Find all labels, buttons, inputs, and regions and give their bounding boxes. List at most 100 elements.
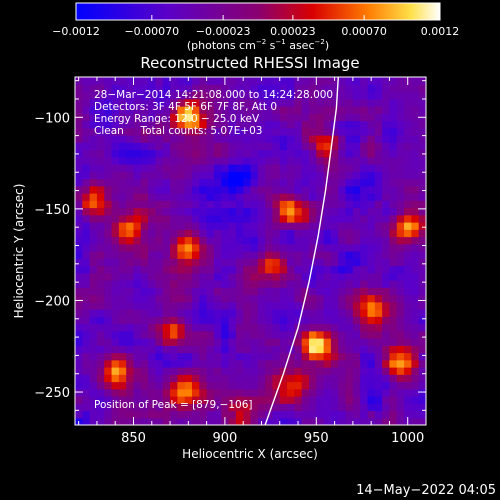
heatmap-cell xyxy=(111,316,120,325)
heatmap-cell xyxy=(367,352,376,361)
heatmap-cell xyxy=(316,135,325,143)
heatmap-cell xyxy=(287,272,295,281)
heatmap-cell xyxy=(287,156,295,165)
heatmap-cell xyxy=(294,403,303,412)
heatmap-cell xyxy=(148,316,157,325)
heatmap-cell xyxy=(323,316,332,325)
heatmap-cell xyxy=(118,258,127,267)
heatmap-cell xyxy=(411,323,420,332)
heatmap-cell xyxy=(382,84,391,93)
heatmap-cell xyxy=(243,222,252,230)
heatmap-cell xyxy=(382,410,391,419)
heatmap-cell xyxy=(382,367,391,375)
heatmap-cell xyxy=(75,185,83,194)
heatmap-cell xyxy=(367,301,376,310)
heatmap-cell xyxy=(382,403,391,412)
heatmap-cell xyxy=(396,403,405,412)
heatmap-cell xyxy=(206,330,215,339)
heatmap-cell xyxy=(360,171,369,180)
heatmap-cell xyxy=(294,236,303,245)
heatmap-cell xyxy=(89,127,98,136)
heatmap-cell xyxy=(330,345,339,354)
heatmap-cell xyxy=(360,265,369,274)
heatmap-cell xyxy=(133,214,142,223)
heatmap-cell xyxy=(75,149,83,158)
heatmap-cell xyxy=(265,156,274,165)
heatmap-cell xyxy=(177,243,186,252)
heatmap-cell xyxy=(338,265,347,274)
heatmap-cell xyxy=(309,381,317,390)
heatmap-cell xyxy=(279,287,288,296)
heatmap-cell xyxy=(111,359,120,368)
heatmap-cell xyxy=(96,294,105,303)
heatmap-cell xyxy=(257,135,266,143)
heatmap-cell xyxy=(155,171,164,180)
heatmap-cell xyxy=(82,352,91,361)
heatmap-cell xyxy=(272,84,281,93)
heatmap-cell xyxy=(96,410,105,419)
heatmap-cell xyxy=(235,149,244,158)
image-annotations: 28−Mar−2014 14:21:08.000 to 14:24:28.000… xyxy=(94,89,333,411)
heatmap-cell xyxy=(162,294,171,303)
heatmap-cell xyxy=(155,193,164,201)
heatmap-cell xyxy=(96,374,105,383)
heatmap-cell xyxy=(272,106,281,114)
heatmap-cell xyxy=(75,388,83,397)
heatmap-cell xyxy=(360,200,369,209)
heatmap-cell xyxy=(294,135,303,143)
heatmap-cell xyxy=(316,149,325,158)
heatmap-cell xyxy=(199,229,208,238)
heatmap-cell xyxy=(374,229,383,238)
heatmap-cell xyxy=(360,272,369,281)
heatmap-cell xyxy=(170,272,178,281)
heatmap-cell xyxy=(140,396,149,404)
heatmap-cell xyxy=(396,200,405,209)
heatmap-cell xyxy=(221,207,230,216)
heatmap-cell xyxy=(345,178,354,187)
heatmap-cell xyxy=(148,98,157,107)
heatmap-cell xyxy=(294,185,303,194)
heatmap-cell xyxy=(89,359,98,368)
heatmap-cell xyxy=(309,352,317,361)
heatmap-cell xyxy=(228,287,237,296)
heatmap-cell xyxy=(279,193,288,201)
heatmap-cell xyxy=(367,84,376,93)
heatmap-cell xyxy=(272,222,281,230)
heatmap-cell xyxy=(184,214,193,223)
heatmap-cell xyxy=(250,345,259,354)
heatmap-cell xyxy=(126,359,135,368)
heatmap-cell xyxy=(309,287,317,296)
heatmap-cell xyxy=(330,323,339,332)
heatmap-cell xyxy=(192,280,200,288)
heatmap-cell xyxy=(272,178,281,187)
heatmap-cell xyxy=(294,207,303,216)
heatmap-cell xyxy=(89,207,98,216)
heatmap-cell xyxy=(257,127,266,136)
heatmap-cell xyxy=(309,98,317,107)
heatmap-cell xyxy=(162,156,171,165)
heatmap-cell xyxy=(309,374,317,383)
heatmap-cell xyxy=(389,323,398,332)
heatmap-cell xyxy=(250,135,259,143)
heatmap-cell xyxy=(133,251,142,259)
heatmap-cell xyxy=(316,410,325,419)
heatmap-cell xyxy=(111,120,120,129)
heatmap-cell xyxy=(75,127,83,136)
heatmap-cell xyxy=(323,330,332,339)
heatmap-cell xyxy=(170,359,178,368)
heatmap-cell xyxy=(287,359,295,368)
heatmap-cell xyxy=(265,84,274,93)
heatmap-cell xyxy=(411,229,420,238)
heatmap-cell xyxy=(382,214,391,223)
heatmap-cell xyxy=(323,106,332,114)
heatmap-cell xyxy=(279,374,288,383)
heatmap-cell xyxy=(411,374,420,383)
heatmap-cell xyxy=(133,156,142,165)
heatmap-cell xyxy=(389,309,398,317)
heatmap-cell xyxy=(272,374,281,383)
heatmap-cell xyxy=(367,229,376,238)
heatmap-cell xyxy=(111,135,120,143)
heatmap-cell xyxy=(404,403,412,412)
heatmap-cell xyxy=(82,301,91,310)
heatmap-cell xyxy=(367,178,376,187)
